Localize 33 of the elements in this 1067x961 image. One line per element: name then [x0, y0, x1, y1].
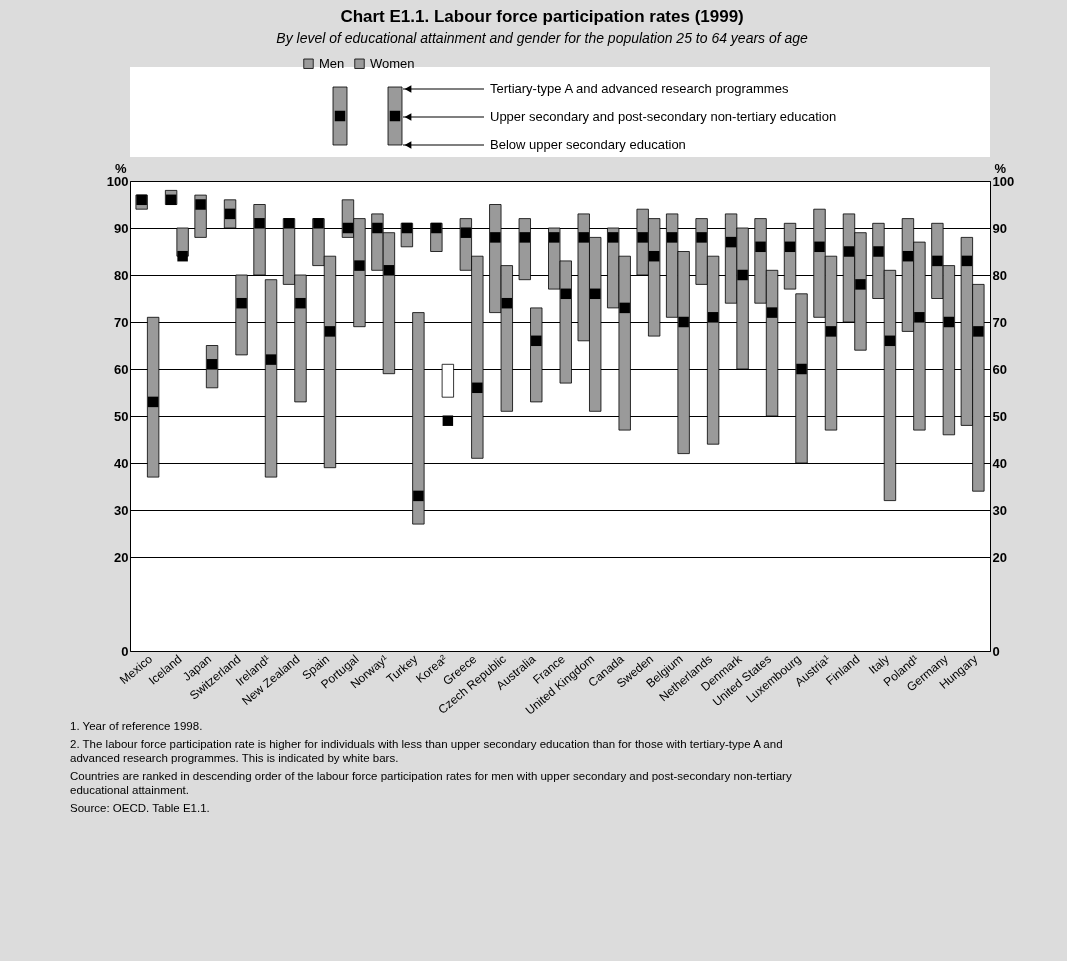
y2-tick-label: 0	[992, 643, 1000, 659]
y2-tick-label: 50	[992, 408, 1007, 424]
source-note: Source: OECD. Table E1.1.	[70, 802, 210, 814]
y-tick-label: 80	[114, 267, 129, 283]
y2-tick-label: 40	[992, 455, 1007, 471]
y-tick-label: 0	[121, 643, 129, 659]
y-tick-label: 50	[114, 408, 129, 424]
text: Below upper secondary education	[490, 137, 686, 152]
y2-axis-title: %	[994, 160, 1007, 176]
chart-subtitle: By level of educational attainment and gender for the population 25 to 64 years of age	[276, 30, 809, 46]
y-tick-label: 90	[114, 220, 129, 236]
y2-tick-label: 70	[992, 314, 1007, 330]
y2-tick-label: 60	[992, 361, 1007, 377]
y2-tick-label: 20	[992, 549, 1007, 565]
y2-tick-label: 30	[992, 502, 1007, 518]
y2-tick-label: 90	[992, 220, 1007, 236]
text: 2. The labour force participation rate is higher for individuals with less than upper secondary education than for those with tertiary-type A and advanced research programmes. This is indicated by white bars.	[70, 738, 783, 764]
y-axis-title: %	[114, 160, 127, 176]
y-tick-label: 60	[114, 361, 129, 377]
legend-label: Men	[319, 55, 345, 71]
text: Upper secondary and post-secondary non-tertiary education	[490, 109, 837, 124]
chart-title: Chart E1.1. Labour force participation rates (1999)	[340, 7, 744, 26]
y-tick-label: 30	[114, 502, 129, 518]
y-tick-label: 100	[106, 173, 129, 189]
y2-tick-label: 80	[992, 267, 1007, 283]
text: 1. Year of reference 1998.	[70, 720, 203, 732]
y-tick-label: 70	[114, 314, 129, 330]
text: Tertiary-type A and advanced research programmes	[490, 81, 789, 96]
legend-label: Women	[370, 55, 415, 71]
y2-tick-label: 100	[992, 173, 1015, 189]
text: Countries are ranked in descending order of the labour force participation rates for men with upper secondary and post-secondary non-tertiary educational attainment.	[70, 770, 792, 796]
y-tick-label: 40	[114, 455, 129, 471]
y-tick-label: 20	[114, 549, 129, 565]
